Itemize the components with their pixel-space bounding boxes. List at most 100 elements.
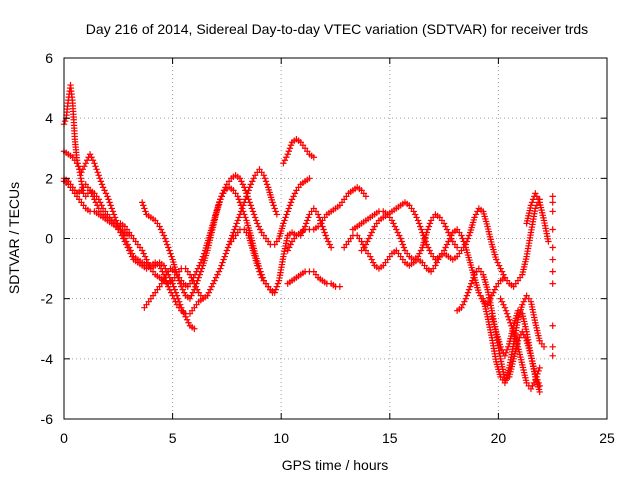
series-arc-10 <box>284 184 370 254</box>
data-point <box>218 193 225 200</box>
data-point <box>365 235 373 242</box>
data-point <box>549 268 556 275</box>
data-point <box>182 313 189 320</box>
data-point <box>540 343 548 350</box>
data-point <box>415 220 423 227</box>
data-point <box>175 298 183 305</box>
data-point <box>92 163 99 170</box>
data-point <box>272 208 279 215</box>
data-point <box>440 247 448 254</box>
data-point <box>239 208 247 215</box>
x-tick-label: 10 <box>273 430 289 446</box>
series-arc-6 <box>141 172 313 311</box>
data-point <box>93 166 100 173</box>
x-tick-label: 25 <box>599 430 615 446</box>
data-point <box>285 244 293 251</box>
data-point <box>272 286 279 293</box>
data-point <box>221 253 228 260</box>
ticks <box>63 57 608 420</box>
data-point <box>453 244 461 251</box>
data-point <box>448 235 455 242</box>
y-tick-labels: -6 -4 -2 0 2 4 6 <box>41 50 54 427</box>
data-point <box>503 310 511 317</box>
data-point <box>469 277 476 284</box>
data-point <box>465 232 473 239</box>
data-point <box>243 190 250 197</box>
data-point <box>242 187 249 194</box>
data-point <box>527 385 535 393</box>
data-point <box>214 271 221 278</box>
data-point <box>368 256 375 263</box>
data-point <box>236 175 244 182</box>
series-arc-9 <box>284 268 344 290</box>
data-point <box>500 301 507 308</box>
data-point <box>462 295 470 302</box>
data-point <box>367 253 374 260</box>
data-point <box>234 217 241 224</box>
data-point <box>302 220 310 227</box>
data-point <box>235 214 243 221</box>
data-point <box>98 181 106 188</box>
data-point <box>238 205 246 212</box>
data-point <box>532 376 539 384</box>
data-point <box>245 196 252 203</box>
data-point <box>464 235 472 242</box>
data-point <box>367 232 374 239</box>
data-point <box>255 223 262 230</box>
data-point <box>212 274 220 281</box>
data-point <box>549 199 556 206</box>
data-point <box>418 226 425 233</box>
data-point <box>193 268 200 275</box>
data-point <box>166 247 173 254</box>
data-point <box>140 250 147 257</box>
data-point <box>471 214 478 221</box>
data-point <box>241 184 248 191</box>
data-point <box>242 214 249 221</box>
data-point <box>520 298 527 305</box>
data-point <box>224 244 232 251</box>
data-point <box>398 238 405 245</box>
data-point <box>237 202 245 209</box>
data-point <box>549 226 556 233</box>
data-point <box>257 226 264 233</box>
data-point <box>535 196 542 203</box>
data-point <box>79 166 87 173</box>
data-point <box>498 268 506 275</box>
data-point <box>250 175 257 182</box>
data-point <box>196 262 203 269</box>
x-tick-label: 20 <box>491 430 507 446</box>
data-point <box>432 262 439 269</box>
data-point <box>549 193 556 200</box>
data-point <box>141 205 148 212</box>
data-point <box>186 295 194 302</box>
data-point <box>369 259 377 266</box>
data-point <box>233 220 240 227</box>
series-arc-8 <box>280 136 317 167</box>
data-point <box>157 226 165 233</box>
data-point <box>223 247 231 254</box>
data-point <box>304 217 311 224</box>
x-tick-labels: 0 5 10 15 20 25 <box>60 430 615 446</box>
data-point <box>549 244 556 251</box>
data-point <box>179 307 186 314</box>
data-point <box>260 172 268 179</box>
data-point <box>180 289 188 296</box>
data-point <box>241 211 248 218</box>
data-point <box>254 262 261 269</box>
data-point <box>280 160 287 167</box>
data-point <box>391 223 399 230</box>
data-point <box>123 238 130 245</box>
data-point <box>177 301 184 308</box>
data-point <box>536 364 543 372</box>
data-point <box>284 208 291 215</box>
data-point <box>220 187 228 194</box>
data-point <box>280 220 287 227</box>
data-point <box>255 265 262 272</box>
data-point <box>194 277 201 284</box>
data-point <box>491 286 498 293</box>
data-point <box>88 154 95 161</box>
data-point <box>286 202 294 209</box>
data-point <box>109 208 117 215</box>
data-point <box>362 241 370 248</box>
data-point <box>142 208 149 215</box>
